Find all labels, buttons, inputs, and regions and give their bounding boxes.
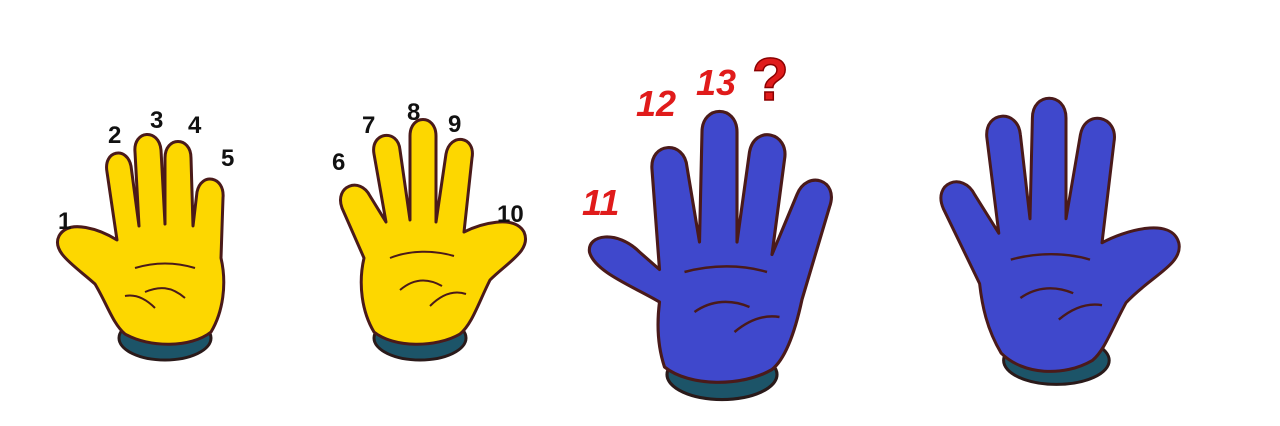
yellow-hand-2 [339, 118, 528, 362]
number-1: 1 [58, 208, 71, 235]
number-6: 6 [332, 149, 345, 176]
number-5: 5 [221, 145, 234, 172]
blue-hand-1 [587, 109, 833, 402]
blue-hand-2 [939, 96, 1181, 386]
number-9: 9 [448, 111, 461, 138]
number-2: 2 [108, 122, 121, 149]
number-7: 7 [362, 112, 375, 139]
question-mark: ? [752, 46, 789, 113]
number-13: 13 [696, 62, 736, 103]
number-4: 4 [188, 112, 202, 139]
number-3: 3 [150, 107, 163, 134]
yellow-hand-1 [55, 133, 226, 362]
number-10: 10 [497, 201, 524, 228]
number-8: 8 [407, 99, 420, 126]
number-11: 11 [582, 182, 619, 223]
number-12: 12 [636, 83, 676, 124]
